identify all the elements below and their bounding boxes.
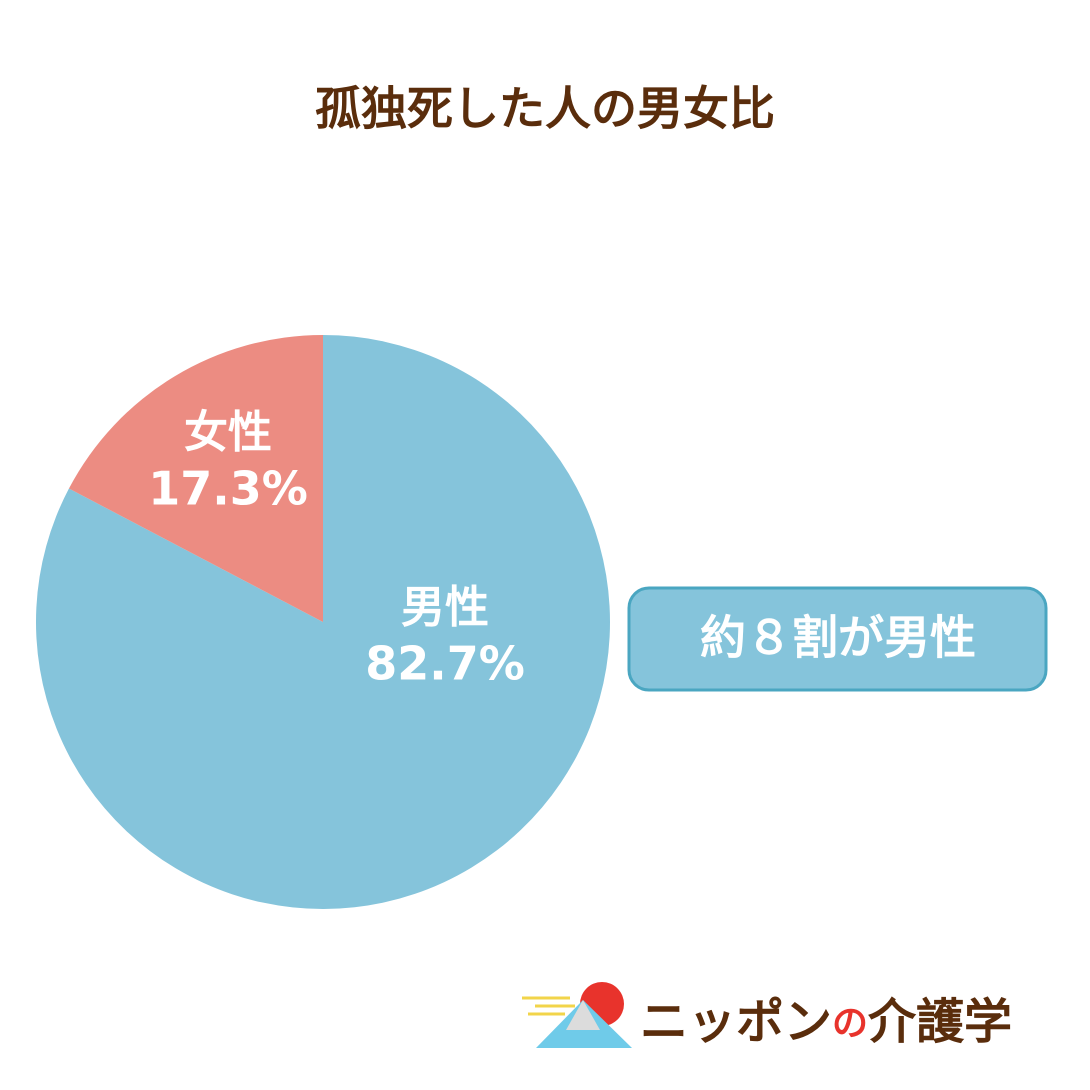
slice-label: 女性 — [184, 407, 272, 458]
logo-snow — [566, 1000, 600, 1030]
annotation-box — [627, 586, 1048, 692]
pie — [36, 335, 611, 909]
chart-title: 孤独死した人の男女比 — [315, 82, 775, 136]
logo: ニッポンの介護学 — [522, 982, 1012, 1050]
brand: ニッポンの介護学 — [640, 994, 1012, 1050]
brand-text: 介護学 — [868, 994, 1012, 1050]
brand-text: ニッポン — [640, 994, 832, 1050]
slice-label: 男性 — [401, 582, 489, 633]
value-label: 82.7% — [365, 637, 525, 691]
pie-slice — [68, 335, 323, 622]
annotation: 約８割が男性 — [700, 611, 976, 665]
brand-text: の — [832, 1003, 868, 1044]
pie-slice — [36, 335, 611, 909]
value-label: 17.3% — [148, 462, 308, 516]
